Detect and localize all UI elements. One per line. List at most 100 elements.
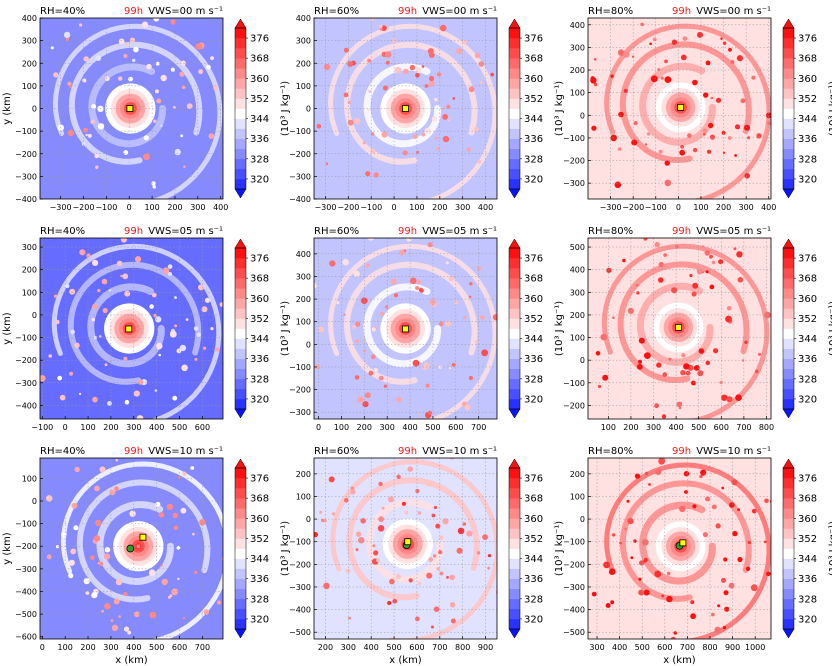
- y-tick-label: 0: [580, 515, 585, 524]
- colorbar-label: (10³ J kg⁻¹): [554, 521, 565, 576]
- convective-cell: [92, 396, 98, 403]
- colorbar-tick-label: 376: [250, 254, 269, 265]
- y-tick-label: −100: [15, 520, 37, 529]
- convective-cell: [387, 496, 394, 503]
- convective-cell: [393, 293, 399, 298]
- convective-cell: [431, 513, 436, 518]
- y-tick-label: −300: [289, 408, 311, 417]
- convective-cell: [179, 71, 185, 77]
- panel-4: −100 0 100 200 300 400 500 600 −400 −300 −200 −100 0…: [2, 226, 291, 432]
- convective-cell: [224, 535, 229, 540]
- convective-cell: [638, 337, 645, 344]
- convective-cell: [701, 245, 705, 249]
- convective-cell: [735, 394, 742, 402]
- convective-cell: [723, 557, 728, 562]
- convective-cell: [736, 251, 743, 258]
- convective-cell: [382, 85, 388, 91]
- vws-label: VWS=05 m s⁻¹: [148, 226, 223, 237]
- convective-cell: [766, 571, 771, 577]
- convective-cell: [703, 92, 709, 98]
- colorbar-tick-label: 320: [524, 174, 543, 185]
- colorbar-tick-label: 368: [250, 494, 269, 505]
- convective-cell: [450, 602, 456, 608]
- colorbar-level: [509, 518, 520, 529]
- convective-cell: [403, 249, 407, 252]
- convective-cell: [427, 242, 433, 248]
- convective-cell: [643, 589, 650, 596]
- colorbar-tick-label: 360: [524, 514, 543, 525]
- convective-cell: [161, 578, 168, 586]
- convective-cell: [445, 261, 449, 265]
- y-tick-label: −100: [289, 127, 311, 136]
- colorbar-tick-label: 344: [524, 114, 543, 125]
- convective-cell: [55, 319, 60, 325]
- rain-band: [330, 459, 497, 639]
- convective-cell: [747, 136, 751, 140]
- convective-cell: [361, 297, 368, 305]
- convective-cell: [654, 403, 659, 409]
- panel-frame: [313, 457, 498, 640]
- convective-cell: [448, 366, 452, 370]
- convective-cell: [347, 119, 354, 126]
- colorbar-level: [783, 98, 794, 109]
- colorbar-tick-label: 368: [250, 54, 269, 65]
- convective-cell: [394, 66, 402, 74]
- colorbar-level: [509, 158, 520, 170]
- convective-cell: [642, 539, 649, 546]
- convective-cell: [180, 134, 184, 138]
- convective-cell: [468, 295, 472, 299]
- panel-8: 200 300 400 500 600 700 800 900 −500 −400 −300 −200…: [289, 446, 565, 666]
- colorbar-level: [783, 48, 794, 59]
- convective-cell: [127, 630, 132, 635]
- x-tick-label: 0: [63, 423, 68, 432]
- convective-cell: [118, 38, 125, 45]
- convective-cell: [426, 572, 433, 579]
- x-tick-label: 400: [478, 203, 493, 212]
- time-label: 99h: [672, 226, 691, 237]
- convective-cell: [690, 613, 696, 620]
- x-tick-label: 100: [693, 203, 708, 212]
- convective-cell: [446, 104, 451, 109]
- convective-cell: [476, 551, 481, 555]
- convective-cell: [169, 330, 177, 338]
- x-tick-label: 300: [739, 203, 754, 212]
- convective-cell: [635, 283, 639, 287]
- x-tick-label: 100: [80, 423, 95, 432]
- convective-cell: [93, 535, 101, 542]
- colorbar-tick-label: 320: [798, 394, 817, 405]
- convective-cell: [633, 121, 638, 126]
- convective-cell: [711, 504, 717, 510]
- convective-cell: [90, 119, 95, 124]
- convective-cell: [487, 566, 491, 570]
- y-axis-label: y (km): [2, 532, 13, 565]
- y-tick-label: −300: [289, 583, 311, 592]
- x-tick-label: −200: [72, 203, 94, 212]
- convective-cell: [721, 486, 725, 490]
- colorbar-tick-label: 320: [798, 614, 817, 625]
- colorbar-tick-label: 376: [798, 34, 817, 45]
- y-tick-label: 200: [570, 311, 585, 320]
- convective-cell: [98, 335, 102, 338]
- convective-cell: [370, 148, 376, 154]
- convective-cell: [198, 284, 204, 291]
- convective-cell: [650, 75, 658, 83]
- panel-frame: [587, 237, 772, 420]
- convective-cell: [600, 333, 607, 341]
- x-tick-label: 300: [190, 203, 205, 212]
- convective-cell: [611, 533, 616, 537]
- convective-cell: [577, 324, 582, 329]
- colorbar-tick-label: 336: [524, 574, 543, 585]
- y-axis-label: y (km): [2, 92, 13, 125]
- x-tick-label: 800: [759, 423, 774, 432]
- colorbar-level: [235, 58, 246, 69]
- panel-1: −300 −200 −100 0 100 200 300 400−400−300−200−10…: [2, 6, 291, 212]
- convective-cell: [323, 519, 327, 523]
- vws-label: VWS=05 m s⁻¹: [696, 226, 771, 237]
- colorbar-label: (10³ J kg⁻¹): [280, 81, 291, 136]
- convective-cell: [336, 301, 340, 305]
- convective-cell: [773, 547, 779, 553]
- convective-cell: [371, 327, 376, 332]
- convective-cell: [387, 600, 392, 606]
- colorbar-tick-label: 352: [524, 534, 543, 545]
- y-tick-label: 200: [296, 295, 311, 304]
